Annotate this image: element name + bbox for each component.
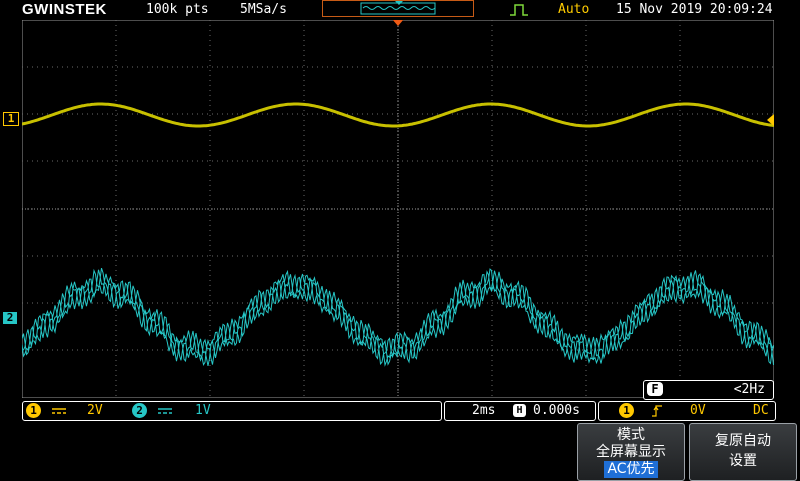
overview-waveform-icon (323, 1, 473, 16)
trigger-mode: Auto (558, 2, 589, 17)
timebase-panel: 2ms H 0.000s (444, 401, 596, 421)
horizontal-badge: H (513, 404, 526, 417)
trigger-source-badge: 1 (619, 403, 634, 418)
channel-info-panel: 1 2V 2 1V (22, 401, 442, 421)
frequency-value: <2Hz (734, 382, 765, 398)
mode-option-fullscreen: 全屏幕显示 (578, 444, 684, 461)
reset-softkey-line1: 复原自动 (690, 433, 796, 450)
ch1-scale: 2V (87, 403, 103, 419)
timebase-scale: 2ms (472, 403, 495, 419)
ch2-ground-marker[interactable]: 2 (3, 312, 17, 324)
trigger-coupling: DC (753, 403, 769, 419)
dc-coupling-icon (51, 406, 67, 416)
waveform-display[interactable] (22, 20, 774, 398)
brand-logo: GWINSTEK (22, 1, 107, 18)
memory-overview-bar[interactable] (322, 0, 474, 17)
mode-softkey[interactable]: 模式 全屏幕显示 AC优先 (577, 423, 685, 481)
record-length: 100k pts (146, 2, 209, 17)
mode-softkey-title: 模式 (578, 427, 684, 444)
status-bar: GWINSTEK 100k pts 5MSa/s Auto 15 Nov 201… (0, 0, 800, 20)
ch2-badge: 2 (132, 403, 147, 418)
sample-rate: 5MSa/s (240, 2, 287, 17)
ch1-badge: 1 (26, 403, 41, 418)
timebase-position: 0.000s (533, 403, 580, 419)
ch2-scale: 1V (195, 403, 211, 419)
mode-option-ac-priority: AC优先 (604, 461, 657, 478)
frequency-counter: F <2Hz (643, 380, 774, 400)
reset-softkey-line2: 设置 (690, 453, 796, 470)
frequency-badge: F (647, 382, 663, 396)
rising-edge-icon (651, 404, 663, 418)
trigger-level: 0V (690, 403, 706, 419)
date-time: 15 Nov 2019 20:09:24 (616, 2, 773, 17)
dc-coupling-icon (157, 406, 173, 416)
ch1-ground-marker[interactable]: 1 (3, 112, 19, 126)
reset-autoset-softkey[interactable]: 复原自动 设置 (689, 423, 797, 481)
trigger-type-icon (508, 2, 530, 18)
trigger-panel: 1 0V DC (598, 401, 776, 421)
